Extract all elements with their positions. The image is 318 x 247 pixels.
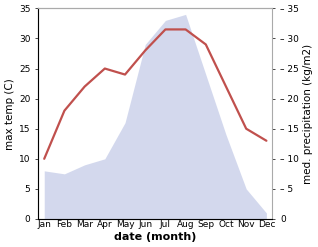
- X-axis label: date (month): date (month): [114, 232, 197, 242]
- Y-axis label: max temp (C): max temp (C): [5, 78, 15, 149]
- Y-axis label: med. precipitation (kg/m2): med. precipitation (kg/m2): [303, 44, 313, 184]
